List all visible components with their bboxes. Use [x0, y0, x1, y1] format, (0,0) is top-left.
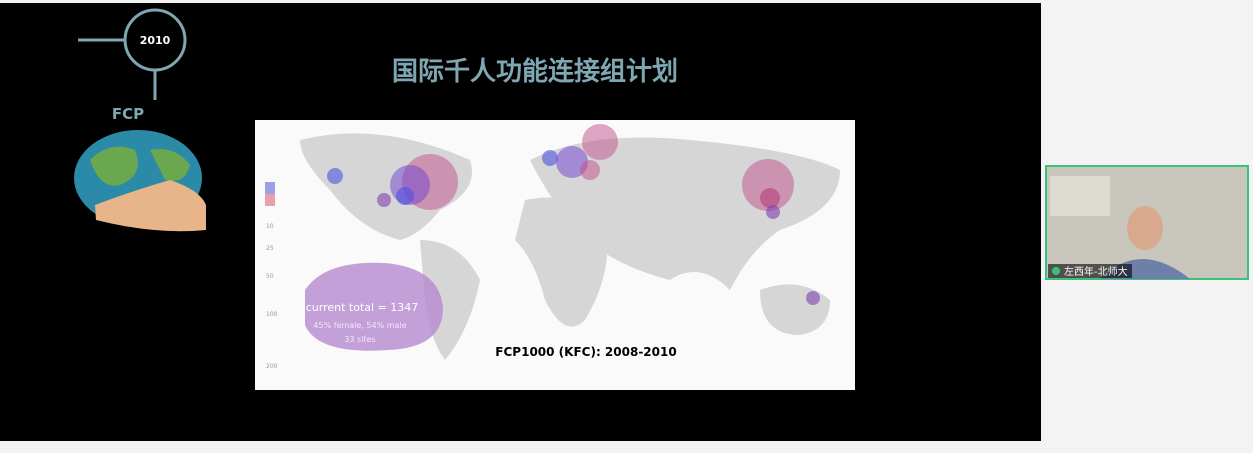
legend-size: 50	[266, 273, 274, 280]
slide-title: 国际千人功能连接组计划	[392, 56, 678, 87]
legend-size: 100	[266, 311, 278, 318]
video-person-head	[1127, 206, 1163, 250]
timeline-label: FCP	[112, 105, 144, 123]
legend-size: 10	[266, 223, 274, 230]
participant-name: 左西年-北师大	[1064, 265, 1128, 278]
legend-size: 25	[266, 245, 274, 252]
legend-swatch	[265, 182, 275, 194]
legend-size: 200	[266, 363, 278, 370]
total-bubble	[305, 262, 443, 351]
logo-land	[90, 146, 190, 186]
name-badge	[1048, 264, 1132, 278]
total-text: current total = 1347	[306, 301, 419, 314]
video-wall	[1050, 176, 1110, 216]
logo-hand	[95, 180, 206, 232]
sites-text: 33 sites	[344, 335, 375, 344]
gender-text: 45% female, 54% male	[313, 321, 406, 330]
size-legend: 10 25 50 100 200	[266, 223, 278, 370]
timeline-year: 2010	[140, 34, 171, 47]
legend-swatch	[265, 194, 275, 206]
site-bubbles	[327, 124, 820, 305]
map-caption: FCP1000 (KFC): 2008-2010	[495, 345, 676, 359]
mic-icon	[1052, 267, 1060, 275]
